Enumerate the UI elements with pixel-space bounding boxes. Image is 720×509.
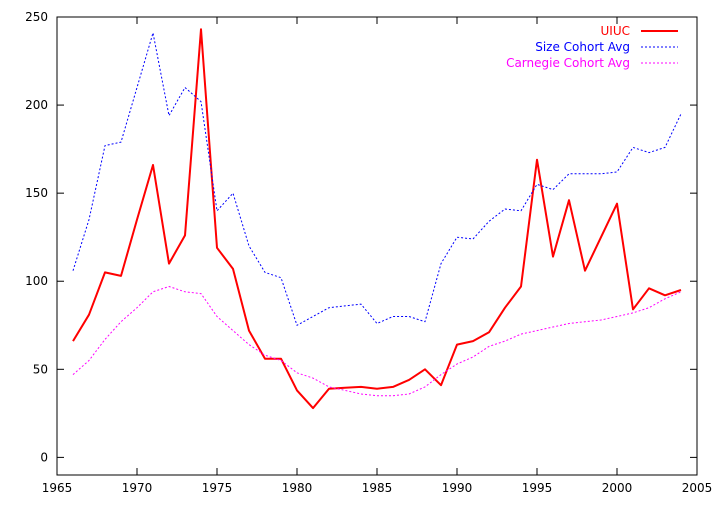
x-tick-label: 2000 xyxy=(602,481,633,495)
y-tick-label: 0 xyxy=(40,450,48,464)
x-tick-label: 1985 xyxy=(362,481,393,495)
y-tick-label: 100 xyxy=(25,274,48,288)
series-line-1 xyxy=(72,28,682,410)
x-tick-label: 1975 xyxy=(202,481,233,495)
y-tick-label: 50 xyxy=(33,362,48,376)
plot-area xyxy=(72,28,682,410)
x-tick-label: 1990 xyxy=(442,481,473,495)
legend-label: Carnegie Cohort Avg xyxy=(506,56,630,70)
plot-frame xyxy=(56,16,698,476)
x-tick-label: 1995 xyxy=(522,481,553,495)
axes: 1965 1970 1975 1980 1985 1990 1995 2000 2005 0 50 1… xyxy=(25,10,712,495)
y-tick-label: 200 xyxy=(25,98,48,112)
x-tick-label: 1965 xyxy=(42,481,73,495)
legend-label: UIUC xyxy=(601,24,630,38)
y-tick-label: 150 xyxy=(25,186,48,200)
x-tick-label: 2005 xyxy=(682,481,713,495)
series-line-3 xyxy=(72,286,682,397)
x-tick-label: 1980 xyxy=(282,481,313,495)
legend-label: Size Cohort Avg xyxy=(535,40,630,54)
legend: UIUC Size Cohort Avg Carnegie Cohort Avg xyxy=(506,24,678,70)
x-tick-label: 1970 xyxy=(122,481,153,495)
y-tick-label: 250 xyxy=(25,10,48,24)
series-line-2 xyxy=(72,32,682,326)
